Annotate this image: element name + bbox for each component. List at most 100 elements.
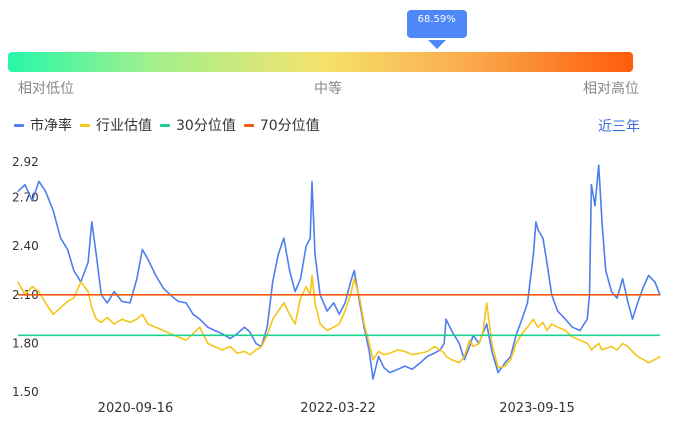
industry-series-line (17, 274, 661, 369)
pb-point (458, 342, 460, 344)
industry-point (622, 342, 624, 344)
industry-point (305, 286, 307, 288)
industry-point (594, 346, 596, 348)
pb-point (532, 253, 535, 255)
pb-point (557, 310, 559, 312)
industry-point (141, 313, 143, 315)
industry-point (377, 350, 380, 353)
industry-point (353, 278, 355, 280)
industry-point (221, 349, 223, 351)
pb-point (486, 323, 488, 325)
pb-point (579, 329, 581, 332)
industry-point (610, 346, 613, 348)
industry-point (579, 339, 581, 341)
pb-point (616, 297, 618, 299)
industry-point (147, 323, 149, 325)
industry-point (207, 342, 209, 344)
legend-swatch-industry (80, 123, 90, 127)
pb-point (497, 372, 499, 374)
legend-label-industry: 行业估值 (96, 118, 152, 134)
industry-point (80, 281, 82, 283)
pb-point (445, 318, 447, 320)
pb-point (344, 302, 346, 304)
pb-point (353, 269, 355, 272)
industry-point (359, 297, 361, 299)
industry-point (169, 333, 171, 335)
industry-point (598, 342, 600, 344)
industry-point (642, 359, 645, 361)
industry-point (551, 323, 553, 325)
industry-point (450, 359, 453, 361)
pb-point (305, 245, 307, 247)
pb-point (24, 184, 26, 186)
industry-point (627, 346, 629, 348)
pb-point (155, 274, 157, 276)
pb-point (598, 164, 600, 166)
pb-point (535, 221, 537, 223)
pb-point (141, 248, 143, 251)
pb-point (419, 362, 421, 364)
industry-point (199, 326, 201, 328)
pb-point (372, 378, 374, 380)
pb-point (229, 337, 231, 340)
pb-point (192, 313, 194, 315)
industry-point (277, 310, 279, 312)
pb-point (426, 355, 428, 357)
period-selector-three-years[interactable]: 近三年 (598, 119, 640, 135)
industry-point (404, 350, 406, 353)
industry-point (542, 321, 544, 323)
legend-swatch-pb (14, 123, 24, 127)
legend-item-p70[interactable]: 70分位值 (243, 116, 320, 134)
industry-point (272, 318, 274, 320)
industry-point (515, 342, 517, 344)
pb-point (67, 248, 69, 251)
industry-point (521, 333, 523, 335)
industry-point (260, 346, 262, 348)
legend-item-industry[interactable]: 行业估值 (80, 116, 152, 134)
industry-point (106, 316, 108, 319)
pb-point (95, 253, 97, 255)
pb-point (627, 302, 629, 304)
industry-point (243, 350, 246, 353)
industry-point (659, 355, 661, 357)
industry-point (95, 318, 97, 320)
industry-point (504, 365, 506, 367)
industry-point (383, 354, 385, 356)
industry-point (557, 326, 559, 328)
pb-point (411, 368, 413, 370)
pb-point (121, 300, 123, 302)
pb-point (31, 200, 33, 202)
legend-label-p70: 70分位值 (259, 118, 320, 134)
industry-point (648, 362, 650, 364)
pb-point (333, 302, 335, 304)
industry-point (497, 367, 499, 369)
pb-point (236, 333, 238, 335)
industry-point (294, 323, 296, 325)
industry-point (526, 326, 529, 328)
industry-point (372, 359, 374, 361)
legend-item-p30[interactable]: 30分位值 (160, 116, 236, 134)
pb-point (73, 269, 75, 272)
pb-point (277, 253, 279, 255)
pb-point (283, 237, 285, 239)
industry-point (601, 349, 603, 351)
industry-point (363, 323, 365, 325)
industry-point (155, 326, 157, 328)
y-tick-label: 1.50 (12, 385, 39, 399)
industry-point (368, 342, 370, 344)
industry-point (91, 307, 93, 309)
pb-point (338, 313, 340, 315)
pb-point (185, 302, 187, 304)
industry-point (214, 346, 216, 348)
pb-point (610, 291, 613, 293)
legend-item-pb[interactable]: 市净率 (14, 116, 72, 134)
pb-point (309, 237, 311, 239)
pb-point (594, 205, 596, 207)
industry-point (283, 302, 285, 304)
pb-point (243, 326, 246, 328)
pb-point (654, 281, 656, 283)
pb-point (207, 326, 209, 328)
legend-label-pb: 市净率 (30, 118, 72, 134)
industry-point (443, 352, 445, 354)
